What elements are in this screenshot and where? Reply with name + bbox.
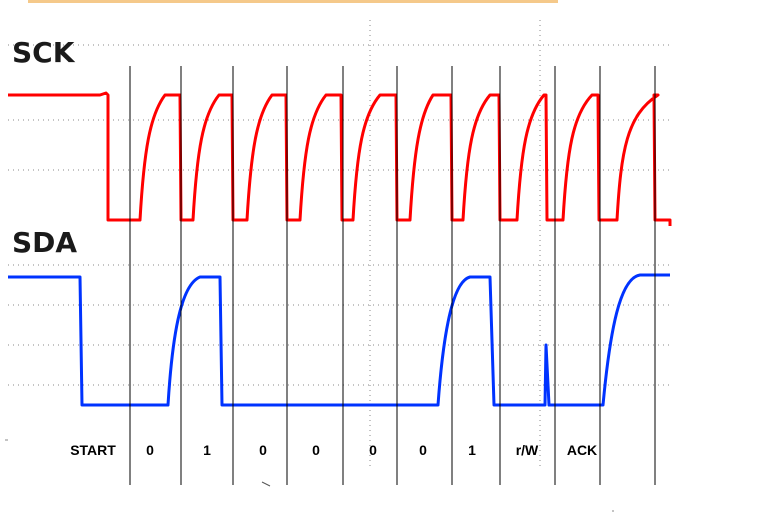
bit-dividers [129, 66, 656, 485]
stray-mark [261, 481, 271, 487]
bit-label-7: 1 [468, 442, 476, 458]
oscilloscope-grid [8, 20, 670, 470]
bit-label-2: 1 [203, 442, 211, 458]
sda-label: SDA [12, 226, 77, 259]
bit-label-1: 0 [146, 442, 154, 458]
sda-waveform [8, 273, 670, 407]
bit-label-4: 0 [312, 442, 320, 458]
sck-waveform [8, 91, 672, 226]
sck-label: SCK [12, 36, 76, 69]
bit-label-3: 0 [259, 442, 267, 458]
bit-label-5: 0 [369, 442, 377, 458]
bit-label-8: r/W [516, 442, 539, 458]
bit-labels: START 0 1 0 0 0 0 1 r/W ACK [70, 442, 597, 458]
bit-label-0: START [70, 442, 116, 458]
bit-label-6: 0 [419, 442, 427, 458]
top-accent-bar [28, 0, 558, 3]
bit-label-9: ACK [567, 442, 597, 458]
